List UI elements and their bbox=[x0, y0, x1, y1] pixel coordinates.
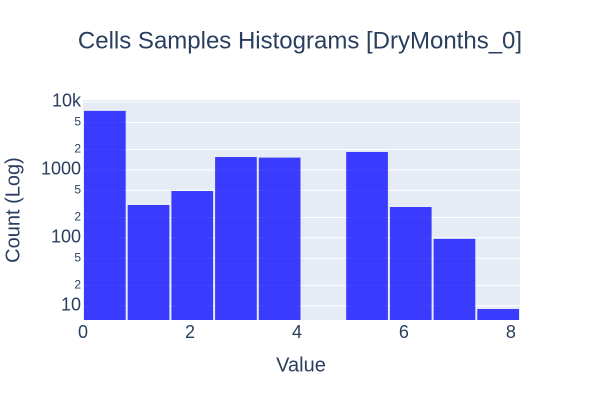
bar bbox=[258, 157, 301, 320]
bar bbox=[433, 238, 476, 320]
bar bbox=[84, 110, 126, 320]
y-tick-label: 100 bbox=[51, 227, 81, 247]
y-tick-label: 1000 bbox=[41, 159, 81, 179]
bar bbox=[389, 207, 432, 320]
bar bbox=[127, 205, 170, 320]
y-axis-title: Count (Log) bbox=[2, 157, 24, 263]
bar bbox=[346, 151, 388, 320]
y-tick-label: 10 bbox=[61, 295, 81, 315]
bar bbox=[171, 191, 214, 320]
y-tick-label: 2 bbox=[74, 278, 81, 292]
bar bbox=[215, 157, 257, 320]
y-tick-label: 2 bbox=[74, 210, 81, 224]
x-tick-label: 6 bbox=[399, 322, 409, 342]
bar bbox=[477, 308, 519, 320]
y-tick-label: 2 bbox=[74, 142, 81, 156]
y-tick-label: 5 bbox=[74, 183, 81, 197]
y-tick-label: 5 bbox=[74, 251, 81, 265]
x-tick-label: 2 bbox=[185, 322, 195, 342]
y-tick-label: 5 bbox=[74, 115, 81, 129]
x-tick-label: 4 bbox=[292, 322, 302, 342]
x-tick-label: 0 bbox=[78, 322, 88, 342]
y-tick-label: 10k bbox=[52, 91, 82, 111]
chart-title: Cells Samples Histograms [DryMonths_0] bbox=[78, 27, 522, 54]
x-tick-label: 8 bbox=[506, 322, 516, 342]
x-axis-title: Value bbox=[276, 354, 326, 376]
